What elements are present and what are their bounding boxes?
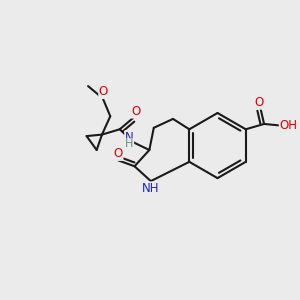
Text: O: O	[131, 105, 141, 118]
Text: N: N	[125, 131, 134, 144]
Text: OH: OH	[279, 119, 297, 132]
Text: O: O	[99, 85, 108, 98]
Text: H: H	[125, 139, 134, 149]
Text: O: O	[254, 96, 264, 109]
Text: O: O	[114, 147, 123, 160]
Text: NH: NH	[142, 182, 160, 195]
